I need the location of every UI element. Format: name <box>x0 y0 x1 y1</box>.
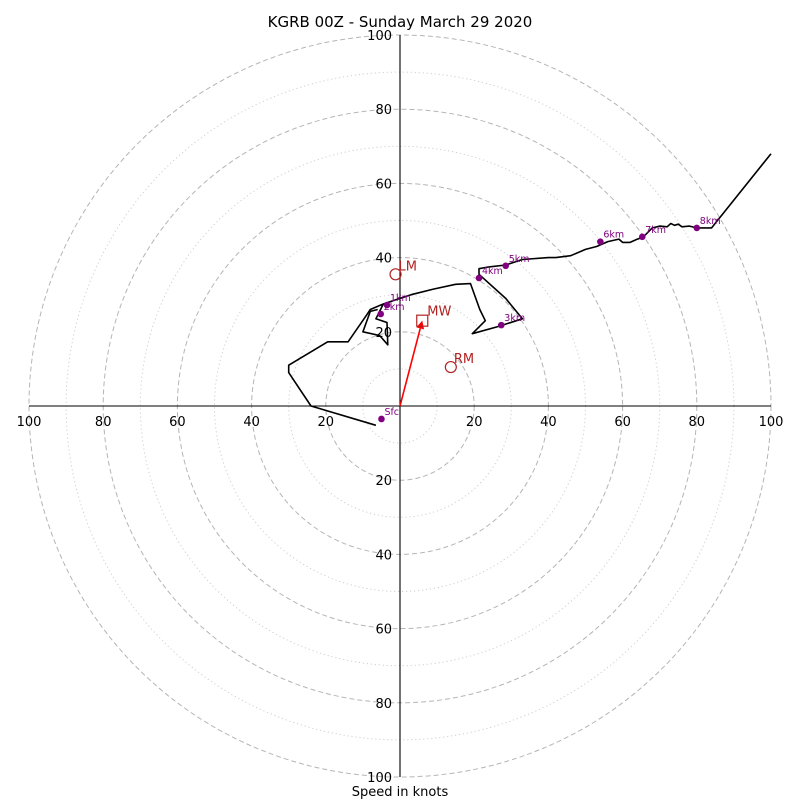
height-marker-label: 5km <box>509 254 530 265</box>
mean-wind-marker <box>416 314 429 327</box>
left-mover-label: LM <box>399 259 417 274</box>
x-tick-label: 80 <box>95 415 112 430</box>
x-tick-label: 60 <box>614 415 631 430</box>
height-marker-label: 1km <box>390 293 411 304</box>
height-marker-2km <box>377 310 385 318</box>
y-tick-label: 80 <box>375 697 392 712</box>
right-mover-label: RM <box>454 352 474 367</box>
x-tick-label: 80 <box>689 415 706 430</box>
hodograph-line <box>287 153 772 427</box>
height-marker-label: 3km <box>504 313 525 324</box>
y-tick-label: 60 <box>375 623 392 638</box>
height-marker-label: 6km <box>603 230 624 241</box>
y-tick-label: 40 <box>375 548 392 563</box>
height-marker-8km <box>693 224 701 232</box>
mean-wind-label: MW <box>427 305 451 320</box>
x-tick-label: 20 <box>466 415 483 430</box>
height-marker-1km <box>383 301 391 309</box>
x-tick-label: 40 <box>540 415 557 430</box>
y-tick-label: 40 <box>375 252 392 267</box>
x-tick-label: 100 <box>759 415 784 430</box>
x-axis-label: Speed in knots <box>352 785 449 800</box>
x-tick-label: 40 <box>243 415 260 430</box>
height-marker-5km <box>502 262 510 270</box>
height-marker-label: 2km <box>384 302 405 313</box>
height-marker-3km <box>497 321 505 329</box>
storm-motion-markers: MW RM LM <box>389 259 474 407</box>
tick-labels: 100 80 60 40 20 20 40 60 80 100 20 40 60 80 100 20 40 60 8… <box>17 29 784 786</box>
height-marker-label: 4km <box>482 266 503 277</box>
hodograph-trace <box>287 153 772 427</box>
x-tick-label: 60 <box>169 415 186 430</box>
y-tick-label: 60 <box>375 177 392 192</box>
left-mover-marker <box>389 268 402 281</box>
mean-wind-arrow <box>399 328 422 407</box>
chart-title: KGRB 00Z - Sunday March 29 2020 <box>268 13 533 31</box>
y-tick-label: 20 <box>375 326 392 341</box>
height-marker-label: 7km <box>645 225 666 236</box>
height-marker-sfc <box>378 415 385 423</box>
mean-wind-arrowhead <box>416 320 425 330</box>
height-marker-label: 8km <box>700 216 721 227</box>
y-tick-label: 100 <box>367 771 392 786</box>
height-marker-4km <box>475 274 483 282</box>
hodograph-inner-loop <box>362 303 389 346</box>
right-mover-marker <box>444 360 457 374</box>
y-tick-label: 20 <box>375 474 392 489</box>
y-tick-label: 80 <box>375 103 392 118</box>
x-tick-label: 20 <box>318 415 335 430</box>
y-tick-label: 100 <box>367 29 392 44</box>
x-tick-label: 100 <box>17 415 42 430</box>
height-marker-6km <box>597 238 604 245</box>
height-marker-label: Sfc <box>384 407 399 418</box>
height-marker-7km <box>638 233 646 241</box>
